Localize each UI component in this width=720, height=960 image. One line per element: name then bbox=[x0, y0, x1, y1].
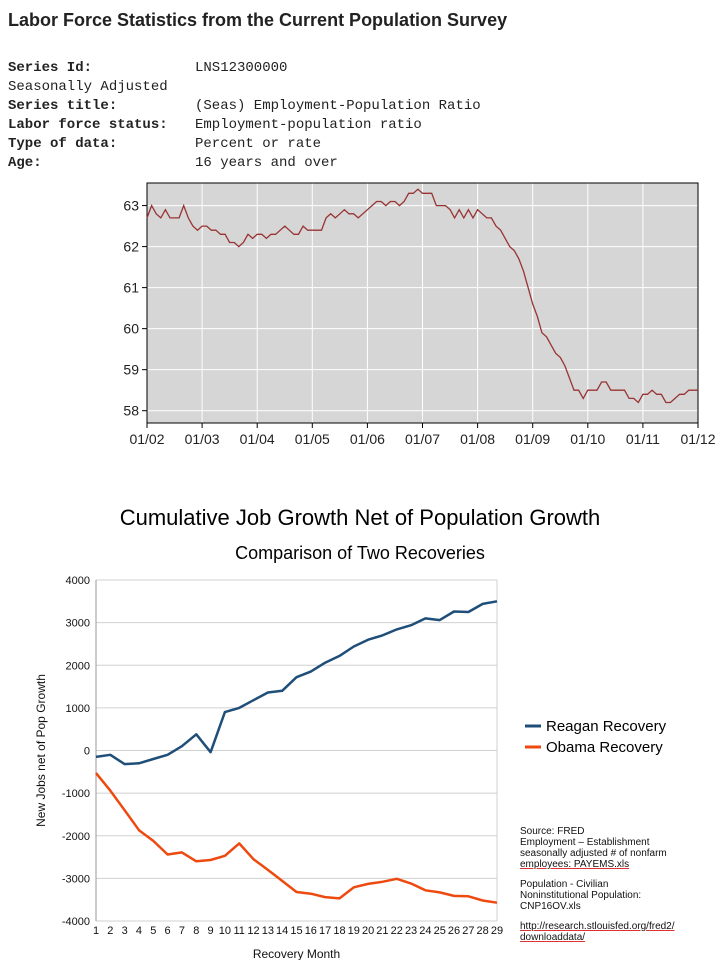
ratio-series-line bbox=[146, 188, 698, 404]
y-tick-label: 62 bbox=[123, 239, 139, 255]
x-tick-label: 01/08 bbox=[460, 431, 495, 447]
x-tick-label: 22 bbox=[391, 925, 403, 937]
note-employment-2: seasonally adjusted # of nonfarm bbox=[520, 848, 667, 859]
x-tick-label: 01/12 bbox=[680, 431, 715, 447]
x-tick-label: 21 bbox=[376, 925, 388, 937]
obama-series-line bbox=[95, 772, 498, 904]
page-title: Labor Force Statistics from the Current … bbox=[8, 10, 508, 30]
x-tick-label: 6 bbox=[165, 925, 171, 937]
series-info-value: LNS12300000 bbox=[195, 60, 288, 76]
series-info-value: Employment-population ratio bbox=[195, 117, 422, 133]
x-tick-label: 3 bbox=[122, 925, 128, 937]
x-tick-label: 17 bbox=[319, 925, 331, 937]
series-info-value: Percent or rate bbox=[195, 136, 322, 152]
x-tick-label: 23 bbox=[405, 925, 417, 937]
x-tick-label: 01/07 bbox=[405, 431, 440, 447]
note-source: Source: FRED bbox=[520, 826, 585, 837]
y-tick-label: 58 bbox=[123, 403, 139, 419]
x-tick-label: 01/10 bbox=[570, 431, 605, 447]
x-tick-label: 7 bbox=[179, 925, 185, 937]
plot-border bbox=[146, 182, 699, 424]
x-tick-label: 2 bbox=[107, 925, 113, 937]
x-tick-label: 19 bbox=[348, 925, 360, 937]
x-tick-label: 01/03 bbox=[185, 431, 220, 447]
chart-subtitle: Comparison of Two Recoveries bbox=[235, 543, 485, 563]
x-tick-label: 20 bbox=[362, 925, 374, 937]
y-tick-label: 60 bbox=[123, 321, 139, 337]
y-tick-label: 0 bbox=[84, 746, 90, 758]
y-tick-label: 61 bbox=[123, 280, 139, 296]
x-tick-label: 11 bbox=[234, 925, 245, 937]
x-tick-label: 01/06 bbox=[350, 431, 385, 447]
x-tick-label: 1 bbox=[93, 925, 99, 937]
note-population-1: Population - Civilian bbox=[520, 879, 609, 890]
note-employment-3: employees: PAYEMS.xls bbox=[520, 859, 630, 870]
y-tick-label: 63 bbox=[123, 198, 139, 214]
series-info-value: (Seas) Employment-Population Ratio bbox=[195, 98, 481, 114]
x-tick-label: 5 bbox=[150, 925, 156, 937]
employment-ratio-chart: 01/02 01/03 01/04 01/05 01/06 01/07 01/08 01/09… bbox=[123, 182, 716, 447]
series-info-label: Series Id: bbox=[8, 60, 93, 76]
x-tick-label: 16 bbox=[305, 925, 317, 937]
legend-label: Reagan Recovery bbox=[546, 718, 667, 735]
x-tick-label: 29 bbox=[491, 925, 503, 937]
x-tick-label: 15 bbox=[290, 925, 302, 937]
y-tick-label: -1000 bbox=[62, 788, 90, 800]
note-population-2: Noninstitutional Population: bbox=[520, 890, 642, 901]
x-axis-label: Recovery Month bbox=[253, 947, 340, 960]
note-url-1[interactable]: http://research.stlouisfed.org/fred2/ bbox=[520, 921, 675, 932]
x-tick-label: 4 bbox=[136, 925, 142, 937]
y-tick-label: 3000 bbox=[66, 618, 90, 630]
y-tick-label: 59 bbox=[123, 362, 139, 378]
x-tick-label: 24 bbox=[419, 925, 431, 937]
x-tick-label: 01/04 bbox=[240, 431, 275, 447]
y-tick-label: -3000 bbox=[62, 873, 90, 885]
y-tick-label: -2000 bbox=[62, 831, 90, 843]
series-info-label: Labor force status: bbox=[8, 117, 168, 133]
x-tick-label: 18 bbox=[333, 925, 345, 937]
note-employment-1: Employment – Establishment bbox=[520, 837, 650, 848]
y-tick-label: 2000 bbox=[66, 660, 90, 672]
x-tick-label: 9 bbox=[208, 925, 214, 937]
note-url-2[interactable]: downloaddata/ bbox=[520, 932, 586, 943]
x-tick-label: 01/02 bbox=[129, 431, 164, 447]
job-growth-chart: Cumulative Job Growth Net of Population … bbox=[34, 505, 667, 960]
y-tick-label: -4000 bbox=[62, 916, 90, 928]
x-tick-label: 14 bbox=[276, 925, 288, 937]
x-tick-label: 8 bbox=[193, 925, 199, 937]
note-population-3: CNP16OV.xls bbox=[520, 901, 581, 912]
y-tick-label: 4000 bbox=[66, 575, 90, 587]
x-tick-label: 01/09 bbox=[515, 431, 550, 447]
chart-title: Cumulative Job Growth Net of Population … bbox=[120, 505, 601, 530]
x-tick-label: 12 bbox=[247, 925, 259, 937]
x-tick-label: 13 bbox=[262, 925, 274, 937]
reagan-series-line bbox=[95, 600, 498, 766]
x-tick-label: 26 bbox=[448, 925, 460, 937]
series-info-label: Series title: bbox=[8, 98, 118, 114]
x-tick-label: 25 bbox=[434, 925, 446, 937]
series-info-label: Age: bbox=[8, 155, 42, 171]
source-note: Source: FRED Employment – Establishment … bbox=[520, 826, 716, 952]
y-axis-label: New Jobs net of Pop Growth bbox=[34, 674, 48, 827]
x-tick-label: 01/05 bbox=[295, 431, 330, 447]
series-info-label: Seasonally Adjusted bbox=[8, 79, 168, 95]
y-tick-label: 1000 bbox=[66, 703, 90, 715]
series-info-label: Type of data: bbox=[8, 136, 118, 152]
x-tick-label: 01/11 bbox=[626, 431, 660, 447]
x-tick-label: 27 bbox=[462, 925, 474, 937]
x-tick-label: 10 bbox=[219, 925, 231, 937]
x-tick-label: 28 bbox=[477, 925, 489, 937]
legend-label: Obama Recovery bbox=[546, 739, 663, 756]
series-info-value: 16 years and over bbox=[195, 155, 338, 171]
